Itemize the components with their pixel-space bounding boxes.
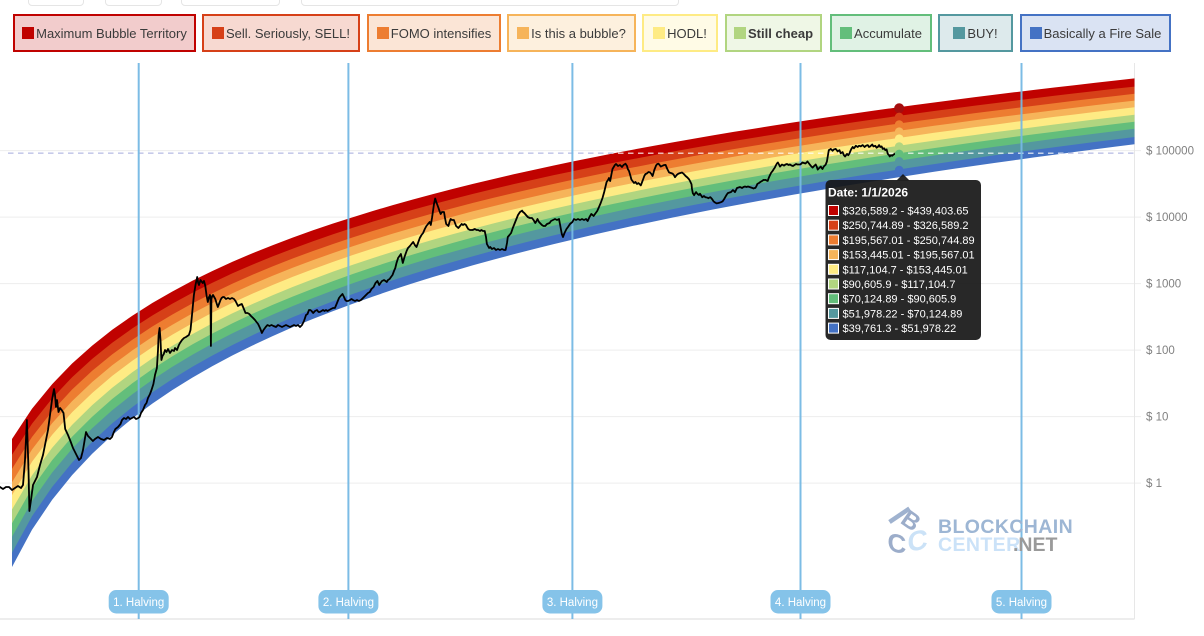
svg-text:$ 1: $ 1 [1146,478,1162,490]
svg-text:C: C [908,522,928,558]
svg-text:3. Halving: 3. Halving [547,597,598,609]
svg-text:C: C [888,527,907,560]
svg-text:1. Halving: 1. Halving [113,597,164,609]
svg-text:$51,978.22 - $70,124.89: $51,978.22 - $70,124.89 [843,308,963,320]
svg-text:5. Halving: 5. Halving [996,597,1047,609]
svg-text:$250,744.89 - $326,589.2: $250,744.89 - $326,589.2 [843,220,969,232]
svg-text:4. Halving: 4. Halving [775,597,826,609]
svg-text:CENTER: CENTER [938,534,1021,556]
svg-text:$326,589.2 - $439,403.65: $326,589.2 - $439,403.65 [843,206,969,218]
svg-text:$ 10000: $ 10000 [1146,212,1188,224]
svg-text:$ 1000: $ 1000 [1146,279,1181,291]
svg-text:$ 100000: $ 100000 [1146,146,1194,158]
svg-text:$195,567.01 - $250,744.89: $195,567.01 - $250,744.89 [843,235,975,247]
svg-text:$117,104.7 - $153,445.01: $117,104.7 - $153,445.01 [843,264,968,276]
svg-text:BLOCKCHAIN: BLOCKCHAIN [938,516,1073,538]
svg-text:Date: 1/1/2026: Date: 1/1/2026 [828,186,908,200]
svg-text:.NET: .NET [1013,534,1058,556]
svg-text:$ 10: $ 10 [1146,412,1168,424]
svg-text:$39,761.3 - $51,978.22: $39,761.3 - $51,978.22 [843,323,957,335]
svg-text:$ 100: $ 100 [1146,345,1175,357]
svg-text:$90,605.9 - $117,104.7: $90,605.9 - $117,104.7 [843,279,956,291]
svg-text:2. Halving: 2. Halving [323,597,374,609]
svg-text:$70,124.89 - $90,605.9: $70,124.89 - $90,605.9 [843,294,957,306]
svg-text:$153,445.01 - $195,567.01: $153,445.01 - $195,567.01 [843,250,975,262]
